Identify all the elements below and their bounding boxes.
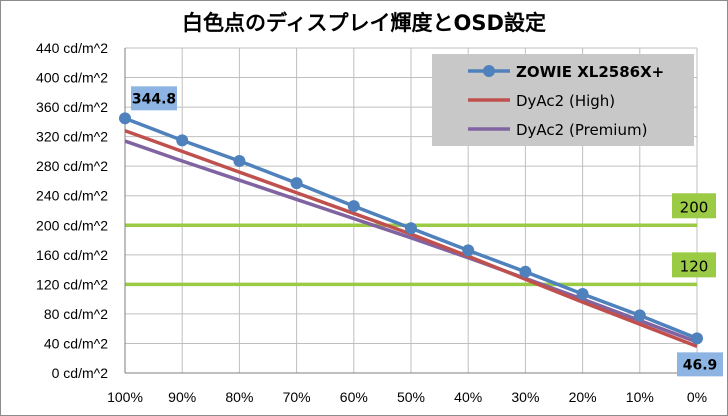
data-point (576, 287, 589, 300)
y-tick-label: 0 cd/m^2 (52, 365, 109, 381)
x-tick-label: 0% (687, 389, 707, 405)
x-tick-label: 40% (454, 389, 482, 405)
reference-label: 200 (680, 198, 709, 216)
series-lines (119, 112, 703, 349)
data-label-box (677, 352, 723, 377)
data-point (519, 265, 532, 278)
reference-label: 120 (680, 257, 709, 275)
data-labels: 344.8 46.9 (131, 86, 723, 377)
legend-label: DyAc2 (Premium) (516, 121, 647, 139)
data-point (405, 222, 417, 235)
y-tick-label: 40 cd/m^2 (44, 335, 108, 351)
reference-label-box (672, 252, 716, 278)
y-tick-label: 120 cd/m^2 (36, 276, 108, 292)
y-tick-label: 440 cd/m^2 (36, 40, 108, 56)
x-tick-label: 80% (225, 389, 253, 405)
x-tick-label: 10% (626, 389, 654, 405)
data-point (233, 155, 246, 168)
y-tick-label: 200 cd/m^2 (36, 217, 108, 233)
reference-lines: 200 120 (125, 193, 716, 287)
data-label: 344.8 (132, 91, 176, 107)
x-tick-label: 70% (283, 389, 311, 405)
data-point (691, 332, 703, 345)
y-tick-label: 160 cd/m^2 (36, 247, 108, 263)
data-point (119, 112, 131, 125)
legend-marker (483, 65, 495, 77)
legend: ZOWIE XL2586X+ DyAc2 (High) DyAc2 (Premium… (432, 54, 694, 146)
data-label: 46.9 (683, 357, 718, 373)
data-point (176, 134, 189, 147)
y-tick-label: 400 cd/m^2 (36, 70, 108, 86)
axes: 0 cd/m^2 40 cd/m^2 80 cd/m^2 120 cd/m^2 160 … (36, 40, 707, 405)
series-line (124, 139, 698, 344)
reference-label-box (672, 193, 716, 219)
y-tick-label: 320 cd/m^2 (36, 129, 108, 145)
y-tick-label: 240 cd/m^2 (36, 188, 108, 204)
data-point (290, 177, 303, 190)
legend-label: ZOWIE XL2586X+ (516, 63, 664, 81)
data-point (347, 200, 360, 213)
chart-title: 白色点のディスプレイ輝度とOSD設定 (182, 11, 546, 35)
legend-label: DyAc2 (High) (516, 92, 615, 110)
x-tick-label: 20% (569, 389, 597, 405)
x-tick-label: 50% (397, 389, 425, 405)
y-tick-label: 80 cd/m^2 (44, 306, 108, 322)
data-label-box (131, 86, 177, 111)
x-tick-label: 100% (107, 389, 143, 405)
data-point (633, 309, 646, 322)
gridlines (125, 47, 698, 373)
y-tick-label: 360 cd/m^2 (36, 99, 108, 115)
x-tick-label: 30% (511, 389, 539, 405)
x-tick-label: 90% (168, 389, 196, 405)
y-tick-label: 280 cd/m^2 (36, 158, 108, 174)
x-tick-label: 60% (340, 389, 368, 405)
data-point (462, 244, 475, 257)
